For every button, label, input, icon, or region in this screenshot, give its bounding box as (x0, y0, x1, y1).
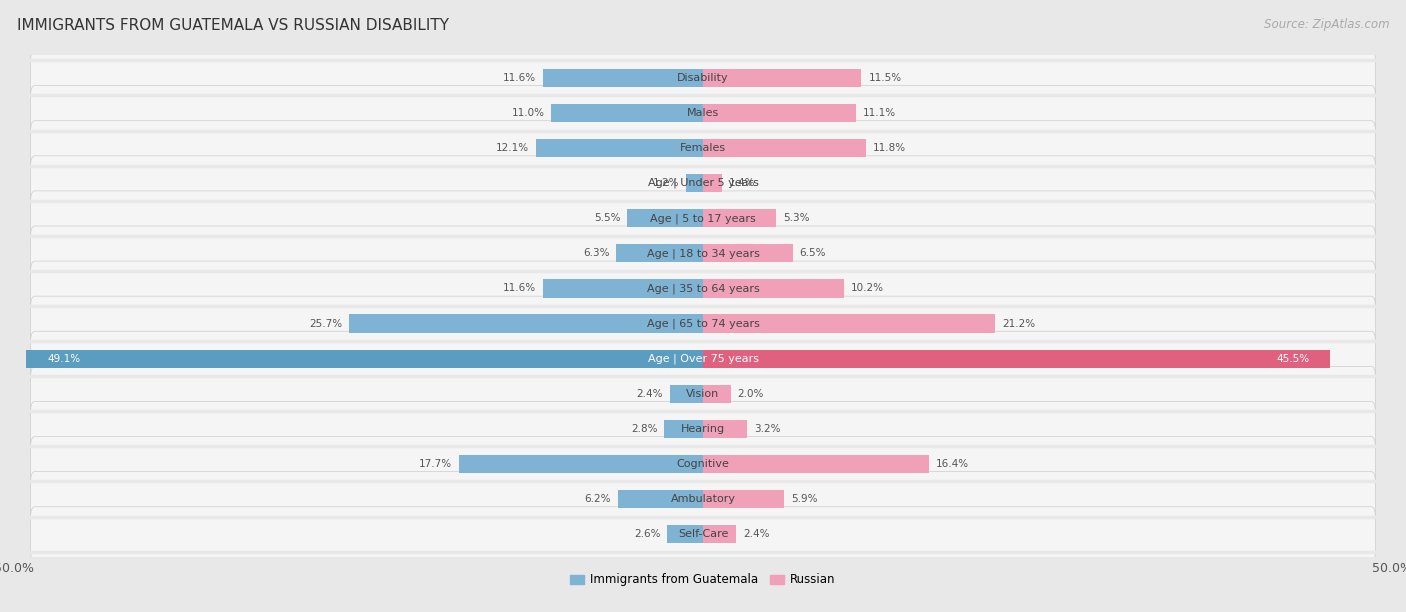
Bar (543, 69, 703, 87)
FancyBboxPatch shape (31, 86, 1375, 140)
Bar (703, 104, 856, 122)
Bar (668, 525, 703, 543)
Text: Self-Care: Self-Care (678, 529, 728, 539)
FancyBboxPatch shape (31, 436, 1375, 491)
Text: 5.3%: 5.3% (783, 213, 810, 223)
Text: 11.6%: 11.6% (503, 283, 536, 293)
FancyBboxPatch shape (31, 507, 1375, 561)
FancyBboxPatch shape (31, 156, 1375, 211)
Bar (703, 279, 844, 297)
Text: 11.0%: 11.0% (512, 108, 544, 118)
Bar (703, 209, 776, 228)
Text: 25.7%: 25.7% (309, 319, 342, 329)
Text: 11.6%: 11.6% (503, 73, 536, 83)
Text: Vision: Vision (686, 389, 720, 399)
Text: 17.7%: 17.7% (419, 459, 453, 469)
Legend: Immigrants from Guatemala, Russian: Immigrants from Guatemala, Russian (565, 569, 841, 591)
Bar (703, 244, 793, 263)
Text: 21.2%: 21.2% (1002, 319, 1035, 329)
Bar (703, 490, 785, 508)
Bar (703, 349, 1330, 368)
Text: IMMIGRANTS FROM GUATEMALA VS RUSSIAN DISABILITY: IMMIGRANTS FROM GUATEMALA VS RUSSIAN DIS… (17, 18, 449, 34)
Text: 6.2%: 6.2% (583, 494, 610, 504)
FancyBboxPatch shape (31, 296, 1375, 351)
Bar (703, 315, 995, 333)
Bar (686, 174, 703, 192)
Text: 2.4%: 2.4% (742, 529, 769, 539)
Text: Ambulatory: Ambulatory (671, 494, 735, 504)
Text: Age | 35 to 64 years: Age | 35 to 64 years (647, 283, 759, 294)
Text: Males: Males (688, 108, 718, 118)
Text: Females: Females (681, 143, 725, 153)
Text: 16.4%: 16.4% (936, 459, 969, 469)
Text: Age | Over 75 years: Age | Over 75 years (648, 353, 758, 364)
Bar (460, 455, 703, 473)
Text: 5.5%: 5.5% (593, 213, 620, 223)
Text: 45.5%: 45.5% (1277, 354, 1309, 364)
Text: 1.2%: 1.2% (652, 178, 679, 188)
Bar (703, 139, 866, 157)
Bar (616, 244, 703, 263)
Text: 2.6%: 2.6% (634, 529, 661, 539)
Text: 2.8%: 2.8% (631, 424, 658, 434)
Bar (669, 384, 703, 403)
Bar (703, 525, 737, 543)
Text: Age | 18 to 34 years: Age | 18 to 34 years (647, 248, 759, 259)
Text: 6.3%: 6.3% (583, 248, 609, 258)
Text: 49.1%: 49.1% (48, 354, 80, 364)
Text: 2.0%: 2.0% (738, 389, 763, 399)
FancyBboxPatch shape (31, 226, 1375, 281)
Bar (536, 139, 703, 157)
Bar (703, 420, 747, 438)
Text: 10.2%: 10.2% (851, 283, 883, 293)
Text: 6.5%: 6.5% (800, 248, 825, 258)
Bar (665, 420, 703, 438)
Text: Age | 65 to 74 years: Age | 65 to 74 years (647, 318, 759, 329)
Text: Age | Under 5 years: Age | Under 5 years (648, 178, 758, 188)
FancyBboxPatch shape (31, 401, 1375, 456)
Bar (627, 209, 703, 228)
Bar (349, 315, 703, 333)
Bar (703, 455, 929, 473)
Text: Hearing: Hearing (681, 424, 725, 434)
FancyBboxPatch shape (31, 191, 1375, 245)
FancyBboxPatch shape (31, 51, 1375, 105)
Text: Source: ZipAtlas.com: Source: ZipAtlas.com (1264, 18, 1389, 31)
Bar (551, 104, 703, 122)
FancyBboxPatch shape (31, 121, 1375, 176)
Text: Cognitive: Cognitive (676, 459, 730, 469)
Bar (543, 279, 703, 297)
FancyBboxPatch shape (31, 331, 1375, 386)
Text: 5.9%: 5.9% (792, 494, 818, 504)
Text: 12.1%: 12.1% (496, 143, 530, 153)
FancyBboxPatch shape (31, 261, 1375, 316)
FancyBboxPatch shape (31, 472, 1375, 526)
Text: Disability: Disability (678, 73, 728, 83)
Bar (703, 384, 731, 403)
Text: 1.4%: 1.4% (730, 178, 755, 188)
Bar (703, 174, 723, 192)
FancyBboxPatch shape (31, 367, 1375, 421)
Bar (703, 69, 862, 87)
Text: 3.2%: 3.2% (754, 424, 780, 434)
Text: 2.4%: 2.4% (637, 389, 664, 399)
Text: 11.1%: 11.1% (863, 108, 896, 118)
Text: Age | 5 to 17 years: Age | 5 to 17 years (650, 213, 756, 223)
Text: 11.8%: 11.8% (873, 143, 905, 153)
Bar (27, 349, 703, 368)
Text: 11.5%: 11.5% (869, 73, 901, 83)
Bar (617, 490, 703, 508)
